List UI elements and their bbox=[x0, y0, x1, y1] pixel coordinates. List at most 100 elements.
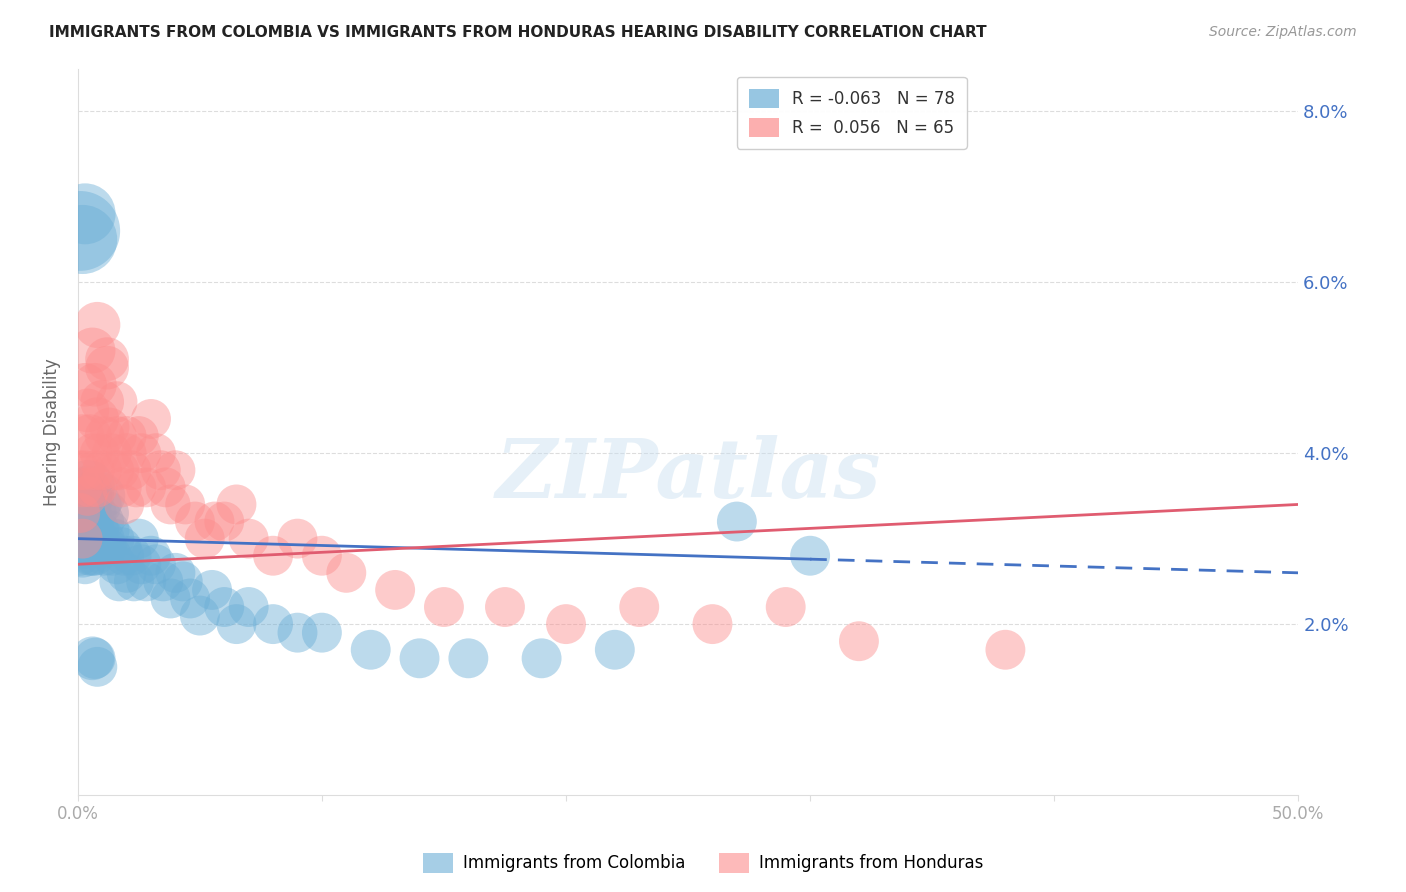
Point bbox=[79, 480, 101, 494]
Point bbox=[89, 532, 111, 546]
Point bbox=[112, 549, 135, 563]
Point bbox=[75, 498, 97, 512]
Point bbox=[105, 429, 128, 443]
Point bbox=[83, 651, 105, 665]
Point bbox=[159, 498, 181, 512]
Point bbox=[159, 591, 181, 606]
Point bbox=[76, 480, 98, 494]
Point bbox=[91, 395, 114, 409]
Point bbox=[98, 420, 121, 434]
Point bbox=[69, 224, 91, 238]
Point bbox=[194, 532, 217, 546]
Point bbox=[72, 506, 94, 520]
Point bbox=[96, 540, 118, 554]
Point bbox=[72, 232, 94, 246]
Point bbox=[76, 540, 98, 554]
Point bbox=[86, 480, 108, 494]
Point bbox=[201, 582, 224, 597]
Point bbox=[69, 532, 91, 546]
Point bbox=[69, 549, 91, 563]
Point bbox=[287, 532, 309, 546]
Point bbox=[149, 463, 172, 477]
Point bbox=[79, 429, 101, 443]
Point bbox=[72, 480, 94, 494]
Point bbox=[457, 651, 479, 665]
Text: ZIPatlas: ZIPatlas bbox=[495, 435, 880, 516]
Point bbox=[76, 515, 98, 529]
Point bbox=[76, 480, 98, 494]
Point bbox=[93, 429, 115, 443]
Point bbox=[72, 429, 94, 443]
Point bbox=[408, 651, 430, 665]
Point bbox=[212, 515, 235, 529]
Point bbox=[101, 446, 124, 460]
Point bbox=[311, 549, 333, 563]
Point bbox=[101, 549, 124, 563]
Point bbox=[172, 574, 194, 589]
Point bbox=[702, 617, 724, 632]
Point bbox=[145, 446, 167, 460]
Point bbox=[89, 498, 111, 512]
Point bbox=[93, 549, 115, 563]
Point bbox=[135, 574, 157, 589]
Point bbox=[225, 617, 247, 632]
Point bbox=[82, 651, 104, 665]
Point bbox=[96, 506, 118, 520]
Point bbox=[994, 642, 1017, 657]
Point bbox=[79, 506, 101, 520]
Point bbox=[555, 617, 578, 632]
Point bbox=[83, 377, 105, 392]
Point bbox=[72, 532, 94, 546]
Point bbox=[69, 463, 91, 477]
Point bbox=[103, 532, 125, 546]
Text: Source: ZipAtlas.com: Source: ZipAtlas.com bbox=[1209, 25, 1357, 39]
Point bbox=[238, 600, 260, 615]
Point bbox=[725, 515, 748, 529]
Point bbox=[75, 523, 97, 537]
Point bbox=[105, 395, 128, 409]
Point bbox=[91, 515, 114, 529]
Point bbox=[86, 412, 108, 426]
Legend: R = -0.063   N = 78, R =  0.056   N = 65: R = -0.063 N = 78, R = 0.056 N = 65 bbox=[737, 77, 966, 149]
Point bbox=[86, 318, 108, 332]
Point bbox=[139, 412, 162, 426]
Point bbox=[775, 600, 797, 615]
Point bbox=[121, 463, 143, 477]
Point bbox=[115, 446, 138, 460]
Point bbox=[82, 446, 104, 460]
Point bbox=[262, 617, 284, 632]
Point bbox=[112, 498, 135, 512]
Point bbox=[83, 506, 105, 520]
Point bbox=[155, 480, 177, 494]
Point bbox=[69, 515, 91, 529]
Point bbox=[108, 463, 131, 477]
Point bbox=[225, 498, 247, 512]
Point bbox=[335, 566, 357, 580]
Point bbox=[82, 343, 104, 358]
Point bbox=[69, 506, 91, 520]
Point bbox=[212, 600, 235, 615]
Point bbox=[628, 600, 651, 615]
Point bbox=[799, 549, 821, 563]
Point bbox=[91, 489, 114, 503]
Point bbox=[98, 523, 121, 537]
Point bbox=[115, 429, 138, 443]
Point bbox=[115, 566, 138, 580]
Point bbox=[111, 540, 134, 554]
Point bbox=[93, 532, 115, 546]
Point bbox=[76, 403, 98, 417]
Text: IMMIGRANTS FROM COLOMBIA VS IMMIGRANTS FROM HONDURAS HEARING DISABILITY CORRELAT: IMMIGRANTS FROM COLOMBIA VS IMMIGRANTS F… bbox=[49, 25, 987, 40]
Point bbox=[165, 463, 187, 477]
Point bbox=[530, 651, 553, 665]
Point bbox=[96, 352, 118, 367]
Point bbox=[165, 566, 187, 580]
Point bbox=[76, 489, 98, 503]
Point bbox=[108, 574, 131, 589]
Point bbox=[79, 489, 101, 503]
Point bbox=[75, 463, 97, 477]
Point bbox=[89, 446, 111, 460]
Point bbox=[360, 642, 382, 657]
Point bbox=[83, 463, 105, 477]
Point bbox=[188, 608, 211, 623]
Point bbox=[129, 558, 152, 572]
